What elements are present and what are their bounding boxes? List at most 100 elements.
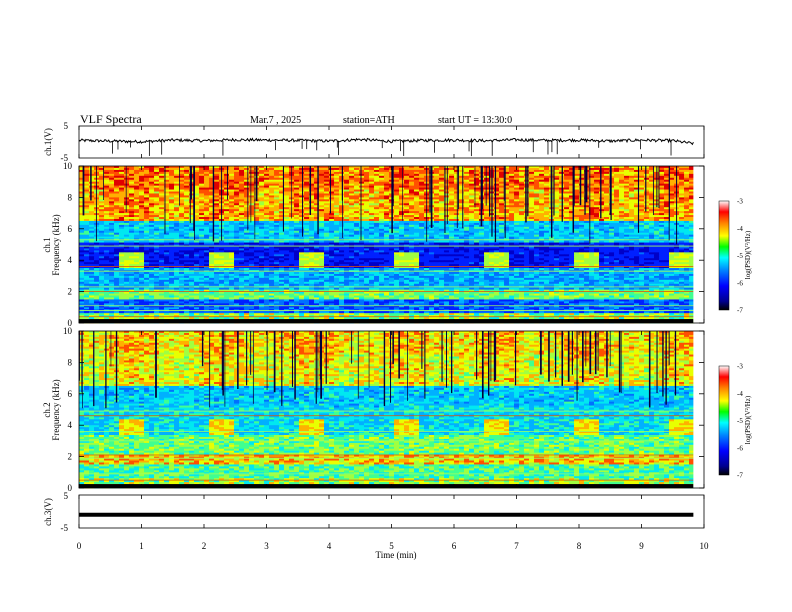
spectrogram-cell xyxy=(284,234,290,238)
spectrogram-cell xyxy=(464,187,470,190)
spectrogram-cell xyxy=(564,169,570,173)
spectrogram-cell xyxy=(624,193,630,196)
spectrogram-cell xyxy=(224,242,230,245)
spectrogram-cell xyxy=(89,234,95,238)
spectrogram-cell xyxy=(304,183,310,187)
spectrogram-cell xyxy=(394,191,400,194)
spectrogram-cell xyxy=(239,222,245,226)
spectrogram-cell xyxy=(379,226,385,230)
spectrogram-cell xyxy=(634,222,640,226)
spectrogram-cell xyxy=(369,166,375,169)
spectrogram-cell xyxy=(474,179,480,183)
spectrogram-cell xyxy=(364,189,370,192)
spectrogram-cell xyxy=(214,236,220,240)
spectrogram-cell xyxy=(129,232,135,236)
spectrogram-cell xyxy=(659,201,665,204)
spectrogram-cell xyxy=(454,167,460,171)
spectrogram-cell xyxy=(544,199,550,202)
spectrogram-cell xyxy=(384,209,390,212)
spectrogram-cell xyxy=(544,205,550,208)
spectrogram-cell xyxy=(184,199,190,202)
spectrogram-cell xyxy=(504,232,510,236)
spectrogram-cell xyxy=(614,167,620,171)
spectrogram-cell xyxy=(249,197,255,200)
spectrogram-cell xyxy=(404,181,410,185)
spectrogram-cell xyxy=(419,193,425,196)
spectrogram-cell xyxy=(689,232,695,236)
spectrogram-cell xyxy=(669,193,675,196)
spectrogram-cell xyxy=(324,169,330,173)
spectrogram-cell xyxy=(249,181,255,185)
spectrogram-cell xyxy=(594,195,600,198)
spectrogram-cell xyxy=(434,228,440,232)
spectrogram-cell xyxy=(569,211,575,214)
spectrogram-cell xyxy=(684,175,690,179)
spectrogram-cell xyxy=(219,240,225,243)
spectrogram-cell xyxy=(199,185,205,188)
spectrogram-cell xyxy=(179,234,185,238)
spectrogram-cell xyxy=(149,181,155,185)
spectrogram-cell xyxy=(144,234,150,238)
spectrogram-cell xyxy=(549,240,555,243)
spectrogram-cell xyxy=(614,183,620,187)
spectrogram-cell xyxy=(99,181,105,185)
spectrogram-cell xyxy=(499,218,505,222)
spectrogram-cell xyxy=(524,222,530,226)
spectrogram-cell xyxy=(614,195,620,198)
spectrogram-cell xyxy=(334,242,340,245)
spectrogram-cell xyxy=(344,191,350,194)
spectrogram-cell xyxy=(114,167,120,171)
spectrogram-cell xyxy=(524,228,530,232)
spectrogram-cell xyxy=(624,167,630,171)
spectrogram-cell xyxy=(84,240,90,243)
spectrogram-cell xyxy=(299,169,305,173)
spectrogram-cell xyxy=(124,191,130,194)
spectrogram-cell xyxy=(179,211,185,214)
spectrogram-cell xyxy=(149,215,155,218)
spectrogram-cell xyxy=(654,215,660,218)
spectrogram-cell xyxy=(279,230,285,234)
spectrogram-cell xyxy=(129,191,135,194)
spectrogram-cell xyxy=(344,203,350,206)
spectrogram-cell xyxy=(154,185,160,188)
spectrogram-cell xyxy=(659,181,665,185)
spectrogram-cell xyxy=(394,220,400,224)
spectrogram-cell xyxy=(689,169,695,173)
spectrogram-cell xyxy=(394,209,400,212)
spectrogram-cell xyxy=(99,211,105,214)
spectrogram-cell xyxy=(139,179,145,183)
spectrogram-cell xyxy=(274,213,280,216)
spectrogram-cell xyxy=(284,211,290,214)
spectrogram-cell xyxy=(534,211,540,214)
spectrogram-cell xyxy=(254,207,260,210)
spectrogram-cell xyxy=(84,226,90,230)
spectrogram-cell xyxy=(449,179,455,183)
spectrogram-cell xyxy=(124,234,130,238)
spectrogram-cell xyxy=(569,175,575,179)
spectrogram-cell xyxy=(649,240,655,243)
spectrogram-cell xyxy=(244,187,250,190)
spectrogram-cell xyxy=(589,173,595,177)
spectrogram-cell xyxy=(664,209,670,212)
spectrogram-cell xyxy=(399,183,405,187)
spectrogram-cell xyxy=(484,234,490,238)
spectrogram-cell xyxy=(299,242,305,245)
spectrogram-cell xyxy=(474,211,480,214)
spectrogram-cell xyxy=(344,201,350,204)
spectrogram-cell xyxy=(454,205,460,208)
spectrogram-cell xyxy=(439,215,445,218)
spectrogram-cell xyxy=(119,226,125,230)
spectrogram-cell xyxy=(409,201,415,204)
spectrogram-cell xyxy=(494,166,500,169)
spectrogram-cell xyxy=(349,187,355,190)
spectrogram-cell xyxy=(244,193,250,196)
spectrogram-cell xyxy=(274,177,280,181)
spectrogram-cell xyxy=(669,226,675,230)
spectrogram-cell xyxy=(564,199,570,202)
spectrogram-cell xyxy=(514,224,520,228)
spectrogram-cell xyxy=(129,217,135,220)
spectrogram-cell xyxy=(79,228,85,232)
spectrogram-cell xyxy=(309,224,315,228)
spectrogram-cell xyxy=(614,220,620,224)
spectrogram-cell xyxy=(334,207,340,210)
